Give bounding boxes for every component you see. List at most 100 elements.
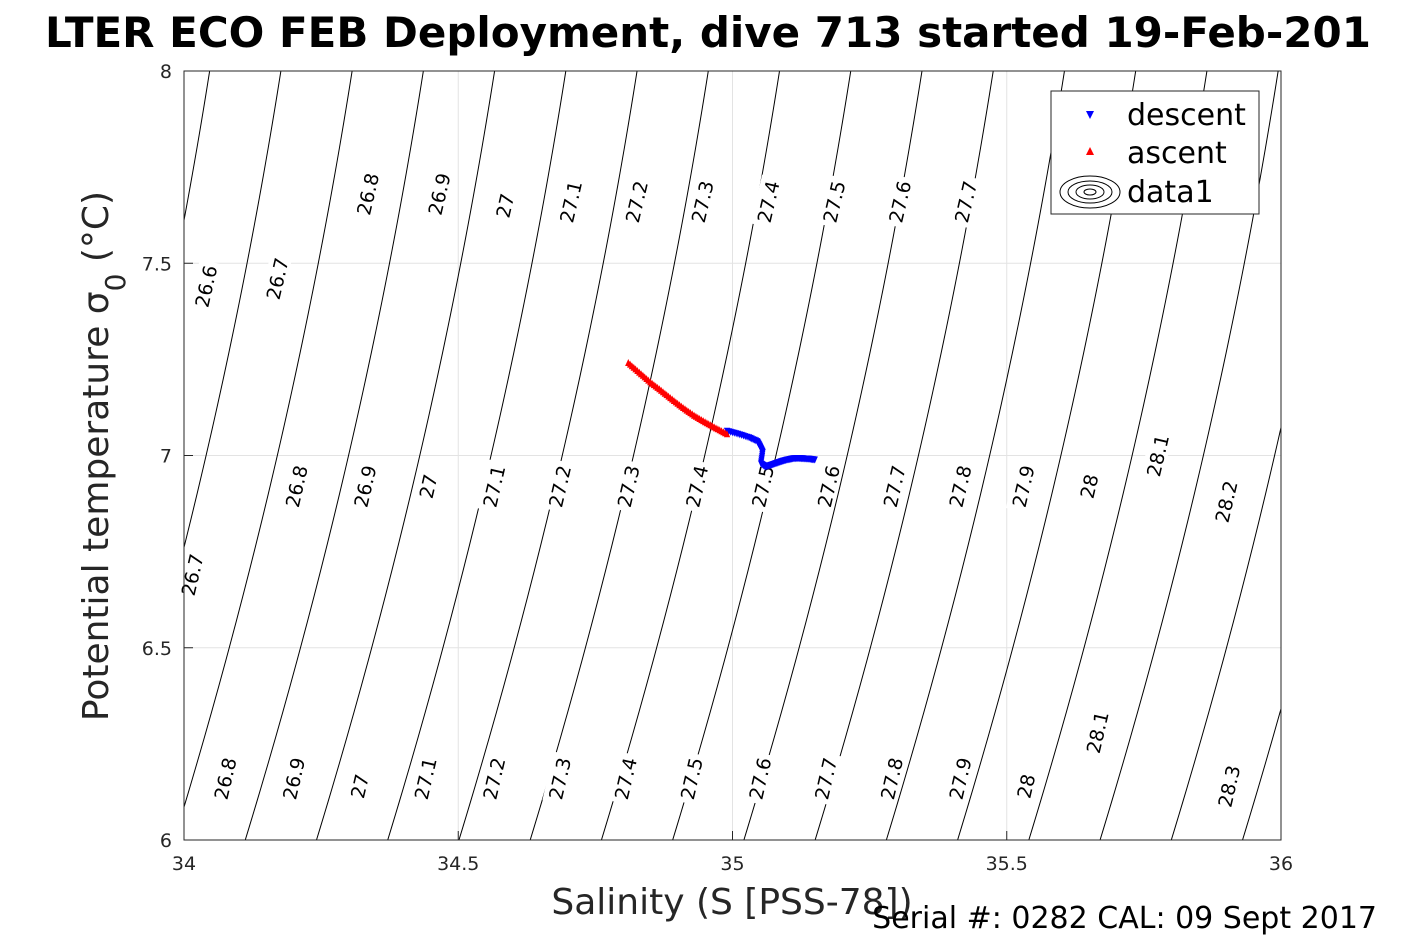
contour-label-background [553,174,587,229]
y-tick-label: 7.5 [142,253,172,275]
contour-label: 27.8 [877,756,908,802]
contour-label-group: 28.1 [1140,428,1174,483]
contour-label: 27.1 [479,463,510,509]
descent-point [811,456,818,464]
contour-label: 26.9 [279,756,310,802]
contour-label-group: 27.7 [808,751,842,806]
contour-label-background [876,459,910,513]
contour-label: 27.4 [611,756,642,802]
density-contour-labels: 26.6 26.7 26.8 26.9 27 27.1 27.2 27.3 27.4 27.5 27… [174,166,1245,813]
contour-label: 27.6 [814,463,845,509]
contour-label-group: 27.4 [608,751,642,806]
density-contour-line [458,71,638,840]
contour-label-background [1074,469,1102,503]
legend-descent-marker [1086,111,1094,119]
contour-label-group: 26.8 [350,166,384,221]
contour-label: 26.9 [425,171,456,217]
y-tick-label: 8 [160,61,172,83]
legend-contour-icon [1083,188,1097,196]
contour-label-group: 27.5 [816,174,850,229]
contour-label: 26.7 [178,552,209,598]
contour-label: 27.4 [682,463,713,509]
contour-label-group: 27.1 [407,751,442,806]
contour-label-group: 27.2 [476,751,510,806]
contour-label-background [942,751,976,806]
contour-label: 27.7 [811,756,842,802]
legend-box [1050,90,1260,215]
contour-label-group: 27.1 [553,174,587,229]
y-tick-label: 6 [160,830,172,852]
contour-label-background [874,751,907,806]
contour-label-background [188,259,222,313]
contour-label-background [1211,759,1245,813]
density-contour-line [0,71,67,840]
contour-label: 27.6 [745,756,776,802]
contour-label: 27.4 [754,179,785,225]
contour-label-group: 27.7 [948,174,982,229]
x-tick-label: 34 [172,853,196,875]
contour-label: 26.8 [211,756,242,802]
density-contour-line [184,71,211,223]
contour-label-group: 27.3 [684,174,719,229]
legend-entry-label: descent [1127,98,1246,133]
legend-contour-icon [1075,184,1105,200]
contour-label: 26.9 [350,463,381,509]
contour-label: 27.3 [614,463,645,509]
contour-label-background [684,174,718,229]
contour-label: 28.3 [1214,763,1245,809]
contour-label-group: 26.9 [421,166,456,221]
contour-label-group: 27 [344,769,374,803]
contour-label: 26.8 [353,171,384,217]
contour-label-background [259,251,293,306]
legend-contour-icon [1059,175,1121,209]
density-contour-line [0,71,138,840]
contour-label: 28.2 [1212,479,1243,525]
contour-label-group: 26.7 [259,251,294,306]
density-contour-line [1242,706,1281,840]
contour-label-group: 26.9 [276,751,310,806]
density-contour-line [316,71,496,840]
contour-label: 27.7 [880,463,911,509]
contour-label-group: 26.8 [279,459,313,513]
contour-label-background [407,751,441,806]
contour-label-background [350,166,384,221]
density-contour-line [184,71,353,809]
contour-label-group: 26.6 [188,259,222,313]
contour-label-group: 27 [490,189,519,222]
contour-label: 27.3 [545,756,576,802]
y-axis-label: Potential temperature σ0 (°C) [76,191,132,721]
density-contour-line [885,71,1065,840]
contour-label-group: 26.7 [174,547,209,602]
contour-label-group: 27.3 [542,751,576,806]
contour-label-background [750,174,784,229]
ascent-point [723,430,731,438]
contour-label-group: 27.8 [942,459,977,513]
contour-label-background [1208,474,1242,529]
contour-label-background [1011,769,1039,803]
density-contour-line [387,71,567,840]
contour-label: 27.1 [411,756,442,802]
legend-entry-label: ascent [1127,136,1227,171]
contour-label-background [808,751,842,806]
contour-label-background [679,459,713,513]
x-tick-label: 34.5 [437,853,479,875]
contour-label-group: 27.4 [750,174,785,229]
y-tick-label: 7 [160,446,172,468]
legend-ascent-marker [1086,147,1094,155]
contour-label: 27.2 [622,179,653,225]
x-axis-ticks: 34 34.5 35 35.5 36 [172,831,1293,875]
contour-label-group: 27.4 [679,459,713,513]
contour-label-background [1079,705,1113,759]
contour-label-group: 27.6 [742,751,776,806]
chart-title: LTER ECO FEB Deployment, dive 713 starte… [45,8,1371,57]
contour-label-background [490,189,518,222]
contour-label-group: 28.2 [1208,474,1243,529]
contour-label-group: 27 [413,469,443,503]
y-axis-ticks: 6 6.5 7 7.5 8 [142,61,193,852]
contour-label: 27.8 [946,463,977,509]
density-contour-line [184,71,282,550]
contour-label-background [608,751,641,806]
contour-label-group: 27.2 [542,459,576,513]
contour-label: 28 [1077,472,1104,501]
